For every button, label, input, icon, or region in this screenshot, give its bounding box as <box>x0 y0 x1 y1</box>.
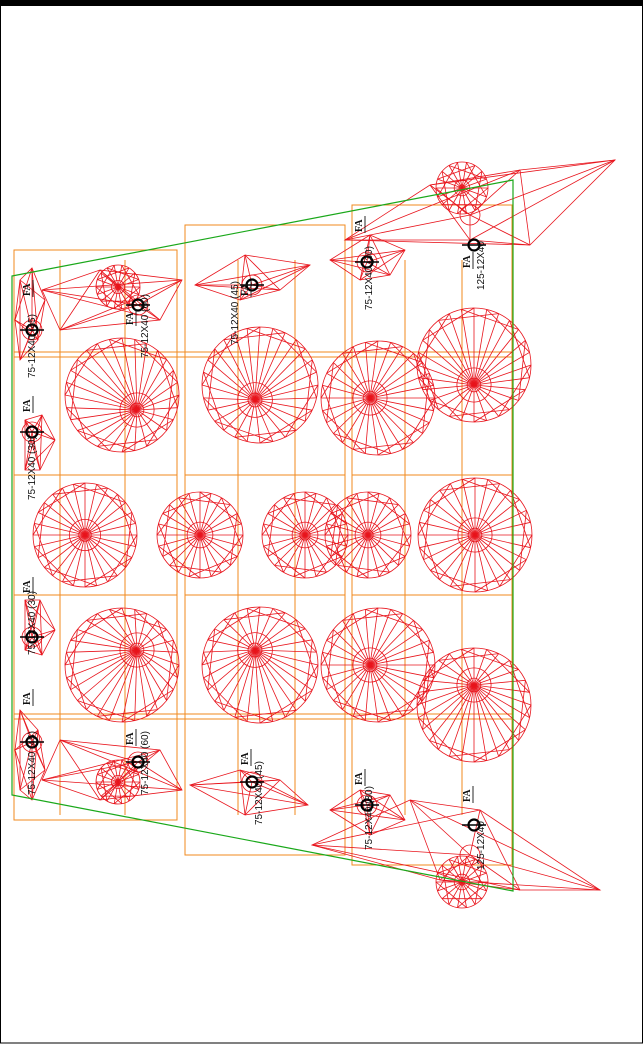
fixture-label: 75-12X40 (45) <box>254 761 265 825</box>
fixture-label: 75-12X40 (45) <box>27 314 38 378</box>
pole-fixture: 75-12X40 (45)FA <box>240 749 265 825</box>
fixture-label: 75-12X40 (30) <box>27 436 38 500</box>
fixture-label: 75-12X40 (60) <box>140 731 151 795</box>
fixture-tag: FA <box>125 312 136 325</box>
pole-fixture: 75-12X40 (45) FA <box>20 280 44 378</box>
photometric-spread <box>329 789 406 836</box>
photometric-wheel <box>201 326 319 444</box>
fixture-tag: FA <box>22 283 33 296</box>
photometric-wheel <box>32 482 138 588</box>
photometric-patterns <box>14 159 617 909</box>
fixture-tag: FA <box>22 399 33 412</box>
fixture-tag: FA <box>240 752 251 765</box>
photometric-wheel <box>320 607 436 723</box>
photometric-wheel <box>435 855 489 909</box>
fixture-label: 125-12X40 <box>476 241 487 290</box>
pole-fixture: 75-12X40 (30)FA <box>20 577 44 655</box>
pole-fixture: 75-12X40 (60) FA <box>125 729 151 795</box>
photometric-spread <box>310 799 602 891</box>
fixture-tag: FA <box>240 283 251 296</box>
fixture-label: 75-12X40 (45) <box>27 731 38 795</box>
pole-fixture: 75-12X40 (30)FA <box>354 769 379 850</box>
fixture-tag: FA <box>22 692 33 705</box>
photometric-spread <box>41 739 183 801</box>
fixture-label: 75-12X40 (60) <box>140 294 151 358</box>
photometric-wheel <box>417 477 533 593</box>
photometric-wheel <box>261 491 349 579</box>
pole-fixture: 75-12X40 (45) FA <box>20 689 44 795</box>
fixture-tag: FA <box>125 732 136 745</box>
grid-block <box>351 594 513 866</box>
photometric-spread <box>21 414 56 471</box>
photometric-spread <box>194 254 311 301</box>
photometric-wheel <box>156 491 244 579</box>
grid-block <box>351 204 513 476</box>
fixture-tag: FA <box>354 219 365 232</box>
grid-block <box>13 594 178 821</box>
sheet-border <box>0 3 643 1044</box>
pole-fixture: 75-12X40 (30) FA <box>20 396 44 500</box>
photometric-wheel <box>201 606 319 724</box>
pole-fixture: 75-12X40 (45)FA <box>230 278 264 345</box>
grid-block <box>184 594 346 856</box>
photometric-spread <box>41 269 183 331</box>
pole-fixture: 75-12X40 (60) FA <box>125 294 151 358</box>
pole-fixture: 125-12X40 FA <box>462 786 487 870</box>
fixture-label: 75-12X40 (30) <box>364 246 375 310</box>
fixture-tag: FA <box>462 789 473 802</box>
fixture-label: 75-12X40 (30) <box>364 786 375 850</box>
fixture-tag: FA <box>22 580 33 593</box>
pole-fixture: 75-12X40 (30) FA <box>354 216 379 310</box>
top-border-bar <box>0 0 643 6</box>
fixture-label: 75-12X40 (30) <box>27 591 38 655</box>
photometric-wheel <box>416 307 532 423</box>
fixture-tag: FA <box>354 772 365 785</box>
fixture-label: 75-12X40 (45) <box>230 281 241 345</box>
grid-block <box>184 224 346 476</box>
photometric-wheel <box>64 337 180 453</box>
fixture-tag: FA <box>462 255 473 268</box>
photometric-wheel <box>64 607 180 723</box>
field-grid <box>13 204 513 866</box>
photometric-wheel <box>324 491 412 579</box>
photometric-spread <box>343 159 617 246</box>
photometric-wheel <box>320 340 436 456</box>
fixture-label: 125-12X40 <box>476 821 487 870</box>
site-boundary <box>11 179 514 892</box>
